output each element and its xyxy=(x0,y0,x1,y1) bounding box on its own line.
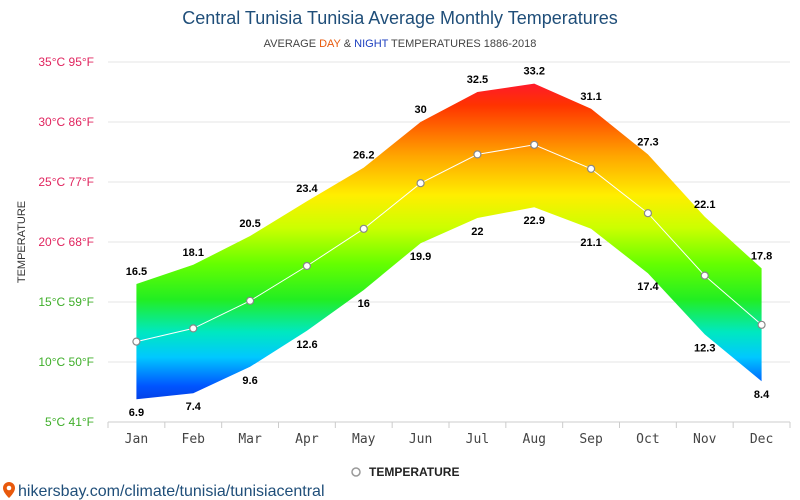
source-link[interactable]: hikersbay.com/climate/tunisia/tunisiacen… xyxy=(3,482,325,500)
subtitle-suffix: TEMPERATURES 1886-2018 xyxy=(388,38,536,50)
y-axis-label: TEMPERATURE xyxy=(16,201,28,283)
night-value-label: 22.9 xyxy=(524,215,545,227)
location-pin-icon xyxy=(3,482,15,498)
night-value-label: 16 xyxy=(358,298,370,310)
y-axis-ticks: 35°C 95°F 30°C 86°F 25°C 77°F 20°C 68°F 15°C… xyxy=(38,55,94,429)
day-value-label: 30 xyxy=(414,104,426,116)
day-value-label: 18.1 xyxy=(183,247,204,259)
average-point[interactable] xyxy=(586,164,596,173)
legend[interactable]: TEMPERATURE xyxy=(351,465,459,479)
average-point[interactable] xyxy=(359,224,368,233)
average-temperature-points xyxy=(132,140,766,346)
average-point[interactable] xyxy=(473,150,482,159)
y-tick-label: 25°C 77°F xyxy=(38,175,94,189)
x-axis-ticks: Jan Feb Mar Apr May Jun Jul Aug Sep Oct Nov Dec xyxy=(107,422,791,447)
data-labels: 16.5 18.1 20.5 23.4 26.2 30 32.5 33.2 31.1 27.3 22… xyxy=(126,66,773,420)
average-temperature-line xyxy=(136,144,762,343)
x-tick-label: Mar xyxy=(238,432,262,447)
legend-marker-icon xyxy=(351,467,361,477)
day-value-label: 17.8 xyxy=(751,250,772,262)
source-url[interactable]: hikersbay.com/climate/tunisia/tunisiacen… xyxy=(18,483,325,500)
day-value-label: 31.1 xyxy=(580,91,601,103)
subtitle-prefix: AVERAGE xyxy=(264,38,319,50)
average-point[interactable] xyxy=(302,261,312,271)
legend-label: TEMPERATURE xyxy=(369,465,459,479)
night-value-label: 17.4 xyxy=(637,281,659,293)
y-tick-label: 35°C 95°F xyxy=(38,55,94,69)
day-value-label: 20.5 xyxy=(239,218,260,230)
y-tick-label: 20°C 68°F xyxy=(38,235,94,249)
chart-title: Central Tunisia Tunisia Average Monthly … xyxy=(182,8,618,28)
x-tick-label: Dec xyxy=(750,432,773,447)
average-point[interactable] xyxy=(416,179,425,188)
subtitle-amp: & xyxy=(341,38,354,50)
night-value-label: 9.6 xyxy=(242,375,257,387)
average-point[interactable] xyxy=(245,296,255,305)
night-value-label: 8.4 xyxy=(754,389,770,401)
day-value-label: 27.3 xyxy=(637,136,658,148)
y-tick-label: 10°C 50°F xyxy=(38,355,94,369)
night-value-label: 21.1 xyxy=(580,237,601,249)
average-point[interactable] xyxy=(700,271,709,280)
day-value-label: 26.2 xyxy=(353,150,374,162)
night-value-label: 6.9 xyxy=(129,407,144,419)
x-tick-label: Feb xyxy=(182,432,206,447)
average-point[interactable] xyxy=(189,324,198,333)
y-tick-label: 30°C 86°F xyxy=(38,115,94,129)
x-tick-label: Sep xyxy=(579,432,603,447)
day-value-label: 22.1 xyxy=(694,199,715,211)
chart-subtitle: AVERAGE DAY & NIGHT TEMPERATURES 1886-20… xyxy=(264,38,537,50)
y-tick-label: 5°C 41°F xyxy=(45,415,94,429)
day-night-temperature-band xyxy=(136,83,762,400)
x-tick-label: Nov xyxy=(693,432,717,447)
x-tick-label: Jun xyxy=(409,432,432,447)
y-tick-label: 15°C 59°F xyxy=(38,295,94,309)
night-value-label: 7.4 xyxy=(186,401,202,413)
average-point[interactable] xyxy=(132,337,141,346)
x-tick-label: Aug xyxy=(523,432,546,447)
subtitle-day: DAY xyxy=(319,38,341,50)
night-value-label: 12.3 xyxy=(694,342,715,354)
night-value-label: 22 xyxy=(471,226,483,238)
day-value-label: 33.2 xyxy=(524,66,545,78)
average-point[interactable] xyxy=(757,320,766,329)
average-point[interactable] xyxy=(643,209,653,218)
subtitle-night: NIGHT xyxy=(354,38,389,50)
average-point[interactable] xyxy=(530,140,539,149)
day-value-label: 16.5 xyxy=(126,266,147,278)
x-tick-label: May xyxy=(352,432,376,447)
x-tick-label: Jul xyxy=(466,432,489,447)
day-value-label: 23.4 xyxy=(296,183,318,195)
x-tick-label: Oct xyxy=(636,432,659,447)
x-tick-label: Apr xyxy=(295,432,319,447)
night-value-label: 19.9 xyxy=(410,251,431,263)
night-value-label: 12.6 xyxy=(296,339,317,351)
x-tick-label: Jan xyxy=(125,432,148,447)
day-value-label: 32.5 xyxy=(467,74,488,86)
